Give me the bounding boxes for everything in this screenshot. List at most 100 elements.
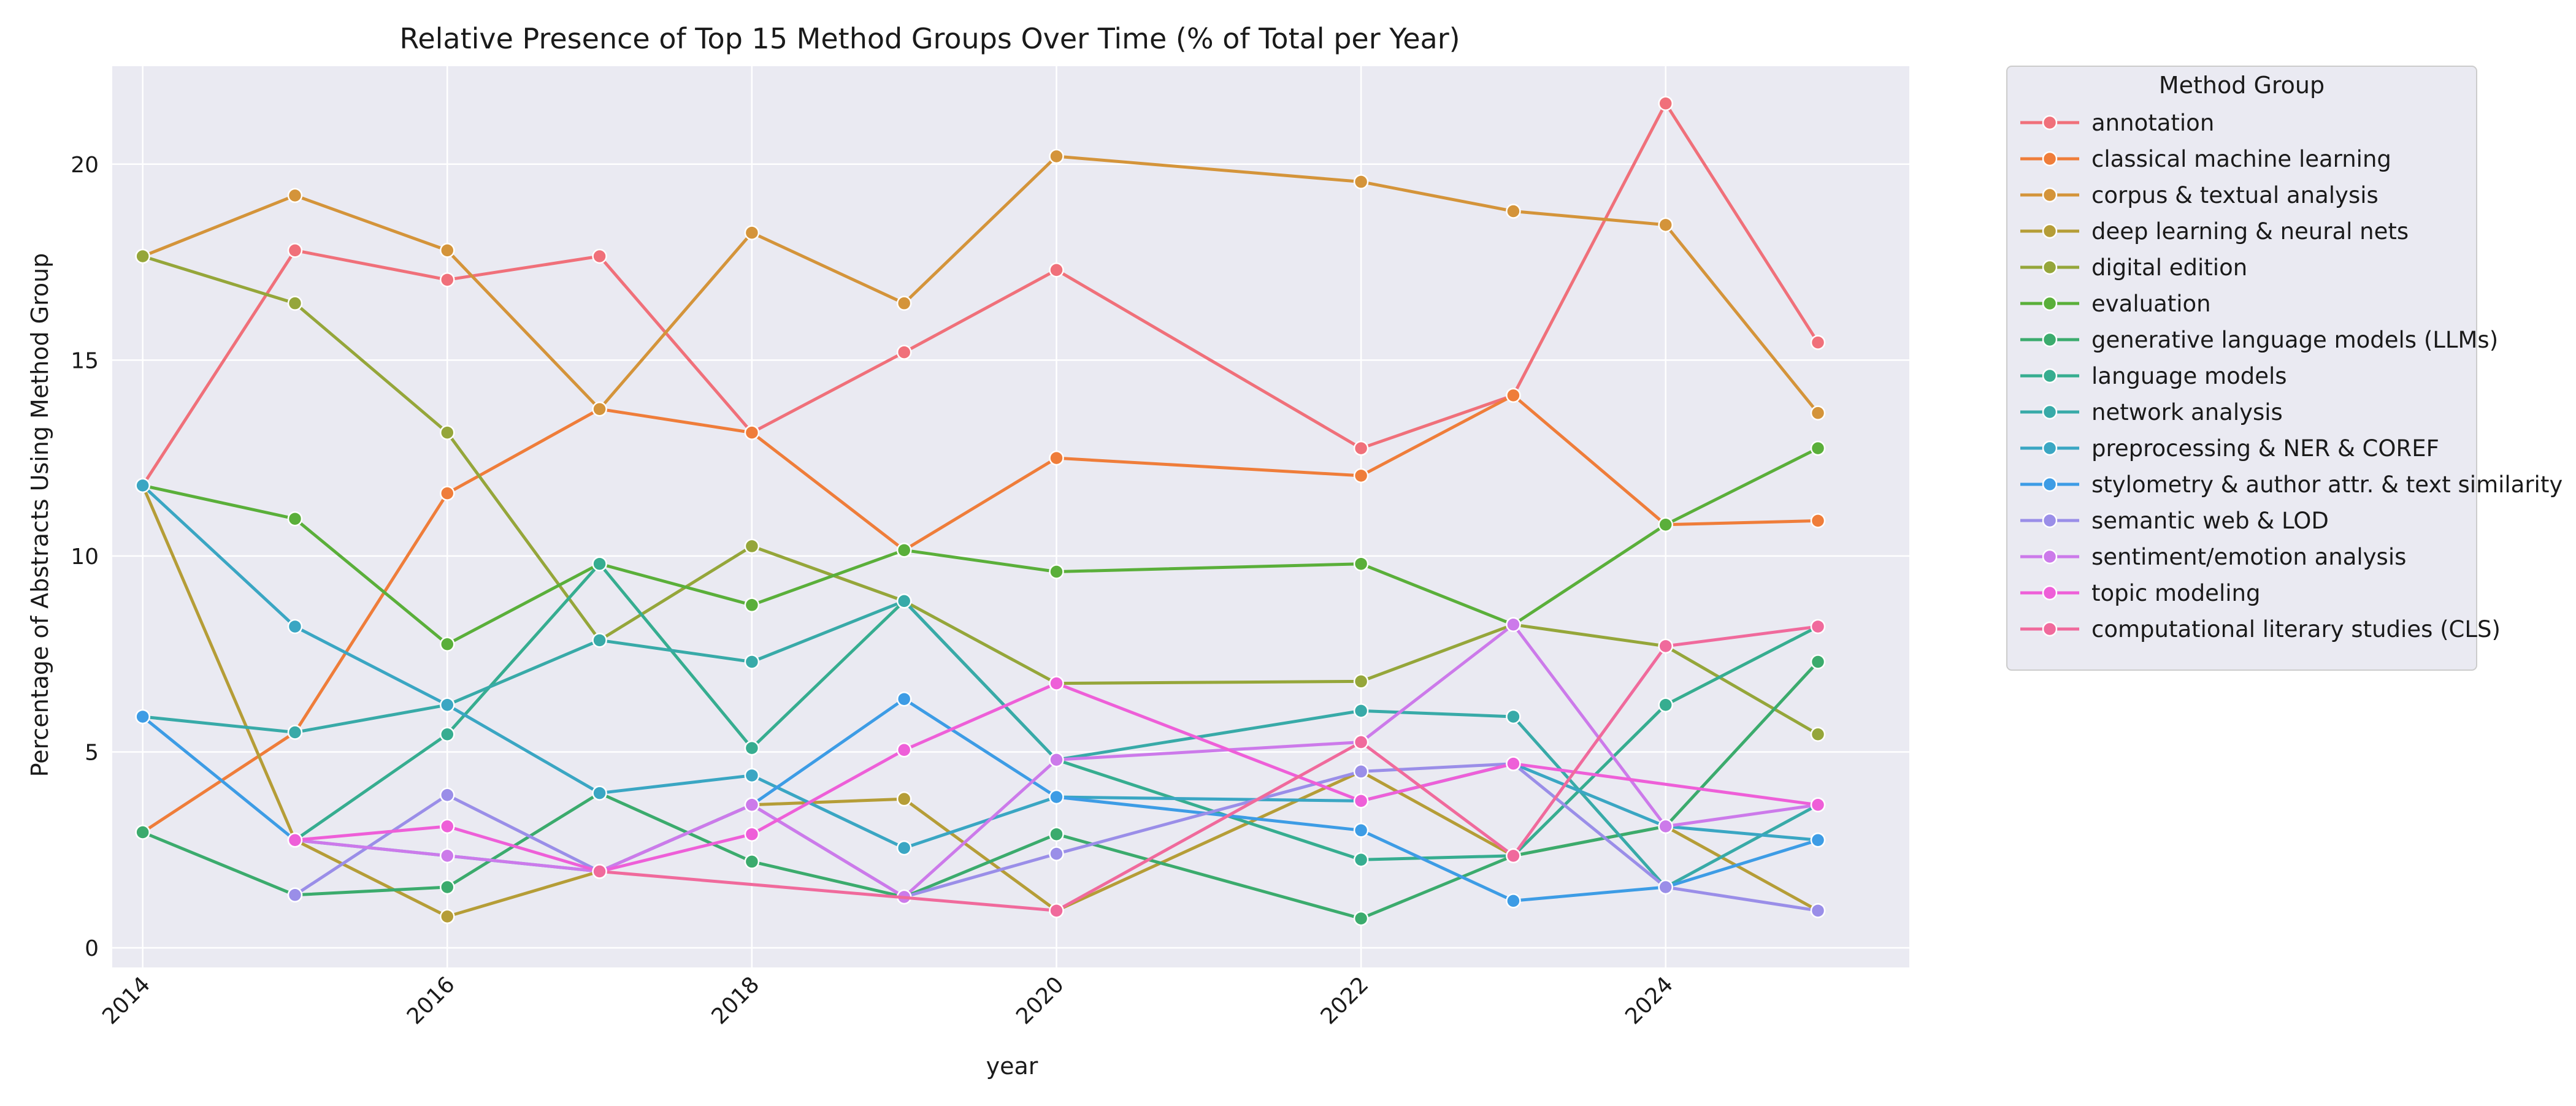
data-point [1353, 556, 1369, 571]
data-point [440, 697, 455, 713]
data-point [744, 597, 760, 613]
x-tick-label: 2020 [1011, 972, 1069, 1029]
data-point [744, 768, 760, 784]
data-point [1353, 174, 1369, 189]
data-point [1810, 513, 1826, 528]
data-point [440, 787, 455, 803]
data-point [1658, 879, 1673, 895]
data-point [1049, 752, 1064, 768]
legend-marker [2042, 585, 2058, 601]
data-point [592, 401, 607, 417]
data-point [592, 864, 607, 879]
x-tick-label: 2018 [707, 972, 764, 1029]
data-point [440, 486, 455, 501]
data-point [1506, 756, 1521, 771]
data-point [1049, 262, 1064, 278]
x-tick-label: 2022 [1316, 972, 1374, 1029]
legend-marker [2042, 187, 2058, 203]
data-point [1810, 335, 1826, 350]
data-point [896, 296, 912, 311]
y-tick-label: 20 [71, 153, 99, 178]
data-point [744, 425, 760, 440]
data-point [1810, 833, 1826, 848]
data-point [1049, 789, 1064, 805]
data-point [744, 654, 760, 669]
legend-label: generative language models (LLMs) [2091, 327, 2498, 353]
legend-label: preprocessing & NER & COREF [2091, 435, 2439, 462]
legend-item: stylometry & author attr. & text similar… [2020, 471, 2563, 498]
data-point [1353, 852, 1369, 868]
legend-item: classical machine learning [2020, 146, 2391, 172]
x-axis-label: year [986, 1053, 1038, 1080]
legend-label: classical machine learning [2091, 146, 2391, 172]
data-point [1049, 676, 1064, 691]
data-point [287, 833, 303, 848]
legend-marker [2042, 513, 2058, 528]
legend-box [2006, 66, 2477, 671]
data-point [287, 511, 303, 527]
x-tick-label: 2016 [402, 972, 460, 1029]
legend-item: digital edition [2020, 254, 2247, 281]
data-point [135, 709, 150, 725]
data-point [1658, 697, 1673, 713]
data-point [1810, 619, 1826, 635]
y-axis-label: Percentage of Abstracts Using Method Gro… [26, 253, 53, 777]
legend-marker [2042, 332, 2058, 348]
data-point [1049, 903, 1064, 918]
data-point [1353, 823, 1369, 838]
legend-item: sentiment/emotion analysis [2020, 544, 2406, 570]
legend-label: annotation [2091, 110, 2214, 136]
data-point [1810, 440, 1826, 456]
legend-label: network analysis [2091, 399, 2283, 425]
data-point [744, 797, 760, 813]
legend-item: semantic web & LOD [2020, 508, 2329, 534]
data-point [287, 725, 303, 740]
series-corpus-textual-analysis [135, 148, 1826, 421]
legend-item: generative language models (LLMs) [2020, 327, 2498, 353]
data-point [1506, 848, 1521, 864]
data-point [1658, 96, 1673, 111]
data-point [440, 848, 455, 864]
data-point [440, 272, 455, 288]
series-line [294, 762, 1819, 912]
chart-title: Relative Presence of Top 15 Method Group… [399, 22, 1460, 55]
data-point [1658, 638, 1673, 654]
data-point [1049, 450, 1064, 466]
data-point [1506, 893, 1521, 909]
legend-marker [2042, 440, 2058, 456]
data-point [1658, 217, 1673, 233]
data-point [1506, 709, 1521, 725]
data-point [896, 543, 912, 558]
legend-marker [2042, 404, 2058, 420]
data-point [896, 742, 912, 758]
legend-label: computational literary studies (CLS) [2091, 616, 2501, 643]
data-point [287, 296, 303, 311]
legend-label: stylometry & author attr. & text similar… [2091, 471, 2563, 498]
legend-item: network analysis [2020, 399, 2283, 425]
data-point [896, 840, 912, 856]
data-point [896, 345, 912, 360]
data-point [1353, 734, 1369, 750]
data-point [135, 478, 150, 494]
data-point [896, 691, 912, 707]
series-line [599, 625, 1819, 912]
data-point [135, 825, 150, 840]
data-point [592, 248, 607, 264]
data-point [1049, 846, 1064, 861]
data-point [1658, 517, 1673, 533]
legend-item: corpus & textual analysis [2020, 182, 2379, 208]
data-point [1049, 148, 1064, 164]
y-tick-label: 0 [85, 936, 99, 961]
data-point [1049, 826, 1064, 842]
legend-label: topic modeling [2091, 580, 2260, 606]
data-point [1810, 903, 1826, 918]
legend-title: Method Group [2159, 72, 2325, 99]
data-point [1049, 564, 1064, 579]
data-point [592, 556, 607, 571]
series-computational-literary-studies-cls- [592, 619, 1826, 918]
y-tick-label: 10 [71, 544, 99, 570]
legend-label: deep learning & neural nets [2091, 218, 2409, 245]
legend-marker [2042, 223, 2058, 239]
